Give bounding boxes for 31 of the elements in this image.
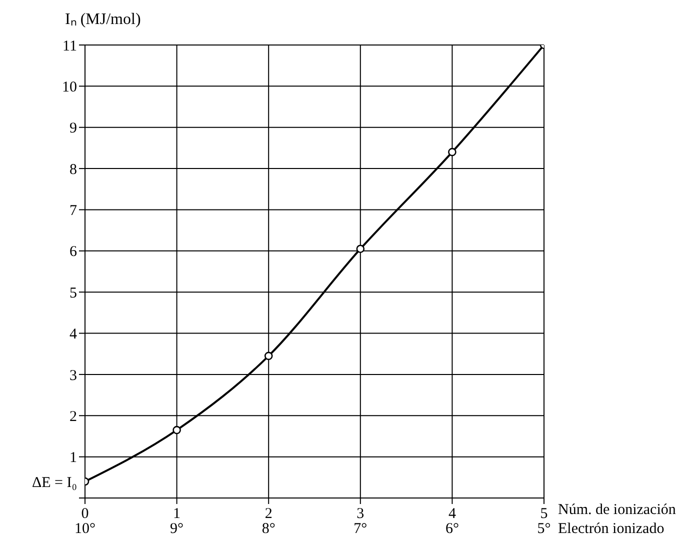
x-tick-label: 4 [448, 506, 456, 522]
y-axis-title: Iₙ (MJ/mol) [65, 10, 141, 29]
x-tick-label: 5 [540, 506, 548, 522]
point [172, 426, 181, 434]
x2-tick-label: 10° [74, 521, 96, 538]
y-tick-label: 11 [62, 38, 77, 54]
y-tick-label: 7 [70, 203, 78, 220]
x2-tick-label: 9° [170, 521, 184, 538]
x-tick-label: 3 [356, 506, 364, 522]
y-tick-label: 10 [62, 80, 77, 96]
x-tick-label: 0 [81, 506, 89, 522]
x2-tick-label: 7° [354, 521, 368, 538]
x-tick-label: 2 [264, 506, 272, 522]
y-tick-label: 1 [70, 450, 77, 466]
x-axis-title: Núm. de ionización [558, 502, 676, 519]
x2-tick-label: 5° [537, 521, 551, 538]
x2-tick-label: 6° [445, 521, 459, 538]
y-tick-label: 5 [70, 285, 77, 302]
x2-axis-title: Electrón ionizado [558, 521, 664, 538]
point [264, 352, 273, 360]
y-tick-label: 6 [70, 244, 78, 260]
y-tick-label: 4 [70, 326, 78, 343]
annotation: ΔE = I₀ [32, 474, 77, 491]
x-tick-label: 1 [173, 506, 181, 522]
y-tick-label: 9 [70, 120, 77, 137]
y-tick-label: 8 [70, 162, 77, 178]
point [448, 148, 456, 156]
x2-tick-label: 8° [262, 521, 276, 538]
y-tick-label: 3 [70, 368, 77, 384]
y-tick-label: 2 [70, 408, 77, 425]
point [356, 244, 365, 253]
